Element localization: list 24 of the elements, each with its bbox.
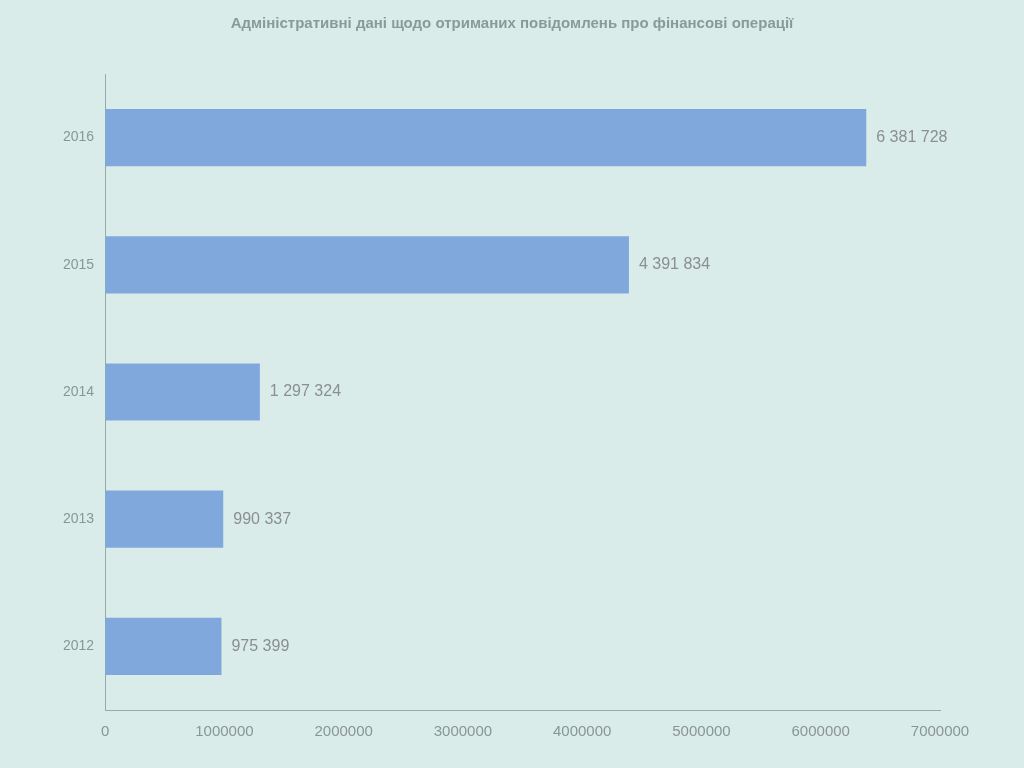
data-label: 4 391 834 bbox=[638, 255, 711, 273]
data-label: 975 399 bbox=[231, 636, 290, 654]
bar bbox=[105, 236, 629, 294]
data-label: 990 337 bbox=[233, 509, 292, 527]
bar bbox=[105, 490, 224, 548]
bar bbox=[105, 617, 222, 676]
x-tick-label: 7000000 bbox=[910, 722, 970, 740]
y-tick-label: 2014 bbox=[62, 382, 95, 399]
data-label: 6 381 728 bbox=[876, 128, 948, 146]
bar bbox=[105, 108, 867, 167]
y-tick-label: 2012 bbox=[62, 637, 95, 654]
x-tick-label: 4000000 bbox=[553, 722, 612, 740]
x-tick-label: 0 bbox=[100, 722, 110, 740]
x-tick-label: 2000000 bbox=[314, 722, 373, 740]
x-tick-label: 1000000 bbox=[195, 722, 254, 740]
bar bbox=[105, 363, 260, 421]
x-tick-label: 6000000 bbox=[791, 722, 850, 740]
y-tick-label: 2016 bbox=[62, 128, 95, 145]
y-tick-label: 2013 bbox=[62, 510, 95, 527]
x-tick-label: 3000000 bbox=[433, 722, 493, 740]
chart-title: Адміністративні дані щодо отриманих повідомлень про фінансові операції bbox=[229, 13, 795, 33]
y-tick-label: 2015 bbox=[62, 255, 95, 272]
x-tick-label: 5000000 bbox=[672, 722, 731, 740]
data-label: 1 297 324 bbox=[269, 382, 342, 400]
